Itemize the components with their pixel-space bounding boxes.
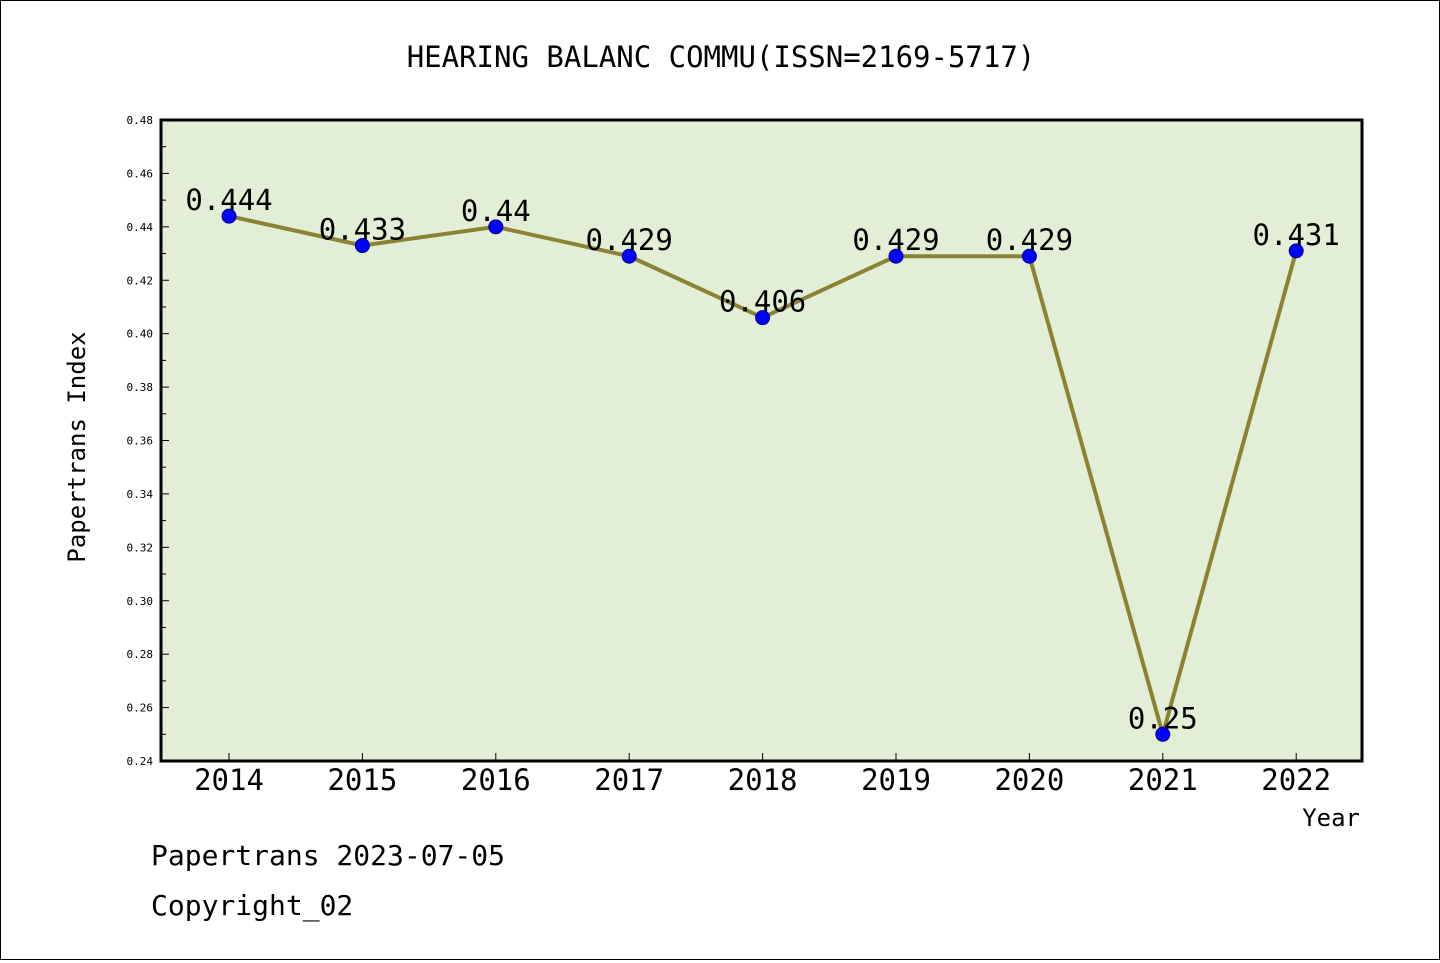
x-tick-label: 2020 xyxy=(994,763,1064,797)
y-tick-label: 0.38 xyxy=(127,381,154,394)
y-tick-label: 0.34 xyxy=(127,488,154,501)
data-point xyxy=(888,248,904,264)
data-label: 0.429 xyxy=(586,223,673,257)
data-label: 0.25 xyxy=(1128,701,1198,735)
data-point xyxy=(1021,248,1037,264)
data-label: 0.44 xyxy=(461,194,531,228)
x-tick-label: 2018 xyxy=(728,763,798,797)
y-tick-label: 0.26 xyxy=(127,702,154,715)
y-axis-tick-labels: 0.24 0.26 0.28 0.30 0.32 0.34 0.36 0.38 0.40 0.42… xyxy=(127,114,154,768)
x-tick-label: 2022 xyxy=(1261,763,1331,797)
y-tick-label: 0.44 xyxy=(127,221,154,234)
data-point xyxy=(354,238,370,254)
x-axis-ticks xyxy=(228,753,1297,761)
x-tick-label: 2019 xyxy=(861,763,931,797)
x-axis-tick-labels: 2014 2015 2016 2017 2018 2019 2020 2021 2022 xyxy=(194,763,1331,797)
y-tick-label: 0.42 xyxy=(127,274,154,287)
footer-date: Papertrans 2023-07-05 xyxy=(151,839,505,872)
data-label: 0.433 xyxy=(319,213,406,247)
y-tick-label: 0.36 xyxy=(127,435,154,448)
y-tick-label: 0.24 xyxy=(127,755,154,768)
data-label: 0.431 xyxy=(1253,218,1340,252)
plot-area xyxy=(159,118,1364,763)
data-label: 0.429 xyxy=(986,223,1073,257)
data-point xyxy=(1155,726,1171,742)
data-point xyxy=(221,208,237,224)
y-tick-label: 0.48 xyxy=(127,114,154,127)
x-tick-label: 2015 xyxy=(327,763,397,797)
y-tick-label: 0.40 xyxy=(127,328,154,341)
data-point xyxy=(1288,243,1304,259)
footer-copyright: Copyright_02 xyxy=(151,889,353,923)
data-markers xyxy=(221,208,1304,742)
x-tick-label: 2021 xyxy=(1128,763,1198,797)
x-tick-label: 2014 xyxy=(194,763,264,797)
y-axis-ticks xyxy=(161,119,169,762)
x-tick-label: 2016 xyxy=(461,763,531,797)
data-labels: 0.444 0.433 0.44 0.429 0.406 0.429 0.429 0.25 0.… xyxy=(185,183,1340,735)
data-label: 0.429 xyxy=(852,223,939,257)
chart-title: HEARING BALANC COMMU(ISSN=2169-5717) xyxy=(407,40,1036,74)
data-point xyxy=(488,219,504,235)
y-tick-label: 0.28 xyxy=(127,648,154,661)
y-tick-label: 0.46 xyxy=(127,167,154,180)
y-tick-label: 0.32 xyxy=(127,541,154,554)
x-tick-label: 2017 xyxy=(594,763,664,797)
data-label: 0.406 xyxy=(719,285,806,319)
data-point xyxy=(621,248,637,264)
y-tick-label: 0.30 xyxy=(127,595,154,608)
data-label: 0.444 xyxy=(185,183,272,217)
x-axis-label: Year xyxy=(1302,804,1360,832)
y-axis-label: Papertrans Index xyxy=(63,331,91,562)
data-point xyxy=(755,310,771,326)
